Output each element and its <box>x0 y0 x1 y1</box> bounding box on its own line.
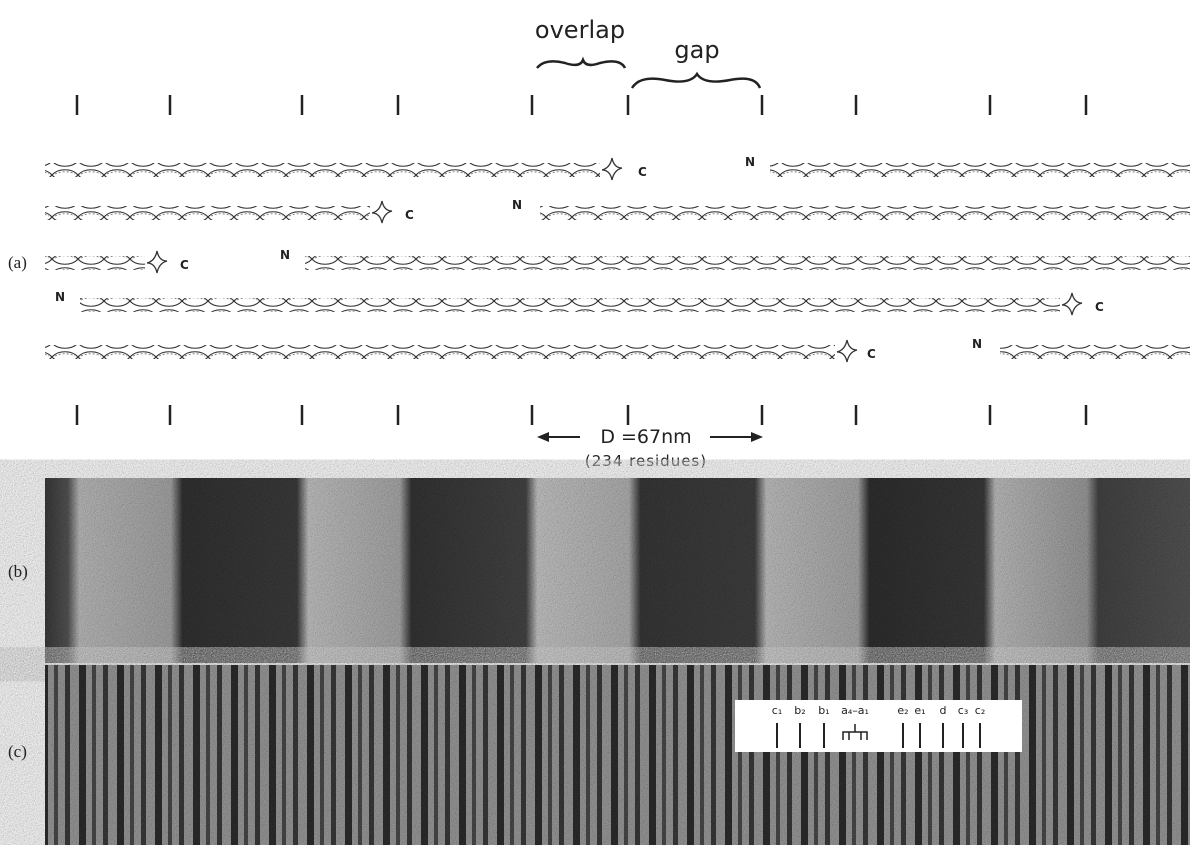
terminus-label: N <box>745 155 755 169</box>
triple-helix <box>45 256 145 270</box>
terminus-label: C <box>405 208 414 222</box>
band-label: a₄–a₁ <box>841 704 869 717</box>
terminus-label: N <box>512 198 522 212</box>
triple-helix <box>45 163 600 177</box>
band-label: c₂ <box>975 704 985 717</box>
gap-label: gap <box>674 36 719 64</box>
terminus-label: C <box>867 347 876 361</box>
triple-helix <box>770 163 1190 177</box>
band-label: c₁ <box>772 704 782 717</box>
terminus-label: C <box>1095 300 1104 314</box>
band-label: d <box>940 704 947 717</box>
terminus-label: C <box>180 258 189 272</box>
band-label: c₃ <box>958 704 968 717</box>
terminus-label: N <box>972 337 982 351</box>
gap-brace <box>632 74 760 88</box>
overlap-label: overlap <box>535 16 625 44</box>
c-terminus <box>602 158 622 180</box>
terminus-label: N <box>55 290 65 304</box>
c-terminus <box>1062 293 1082 315</box>
panel-a-label: (a) <box>8 253 27 272</box>
band-label: e₂ <box>897 704 908 717</box>
band-label: e₁ <box>914 704 925 717</box>
panel-c-label: (c) <box>8 742 27 761</box>
triple-helix <box>80 298 1060 312</box>
panel-b-label: (b) <box>8 562 28 581</box>
overlap-brace <box>537 60 625 68</box>
triple-helix <box>540 206 1190 220</box>
panel-c-image <box>45 665 1190 845</box>
panel-b-image <box>45 478 1190 663</box>
triple-helix <box>305 256 1190 270</box>
c-terminus <box>837 340 857 362</box>
terminus-label: C <box>638 165 647 179</box>
figure: overlap gap C N C N C N N C C N (a) D =67nm (234 … <box>0 0 1190 845</box>
band-label: b₂ <box>794 704 805 717</box>
period-label: D =67nm <box>600 426 691 448</box>
residues-label: (234 residues) <box>585 452 707 470</box>
c-terminus <box>147 251 167 273</box>
c-terminus <box>372 201 392 223</box>
molecules: C N C N C N N C C N <box>45 155 1190 362</box>
triple-helix <box>1000 345 1190 359</box>
terminus-label: N <box>280 248 290 262</box>
band-label: b₁ <box>818 704 829 717</box>
triple-helix <box>45 206 370 220</box>
triple-helix <box>45 345 835 359</box>
